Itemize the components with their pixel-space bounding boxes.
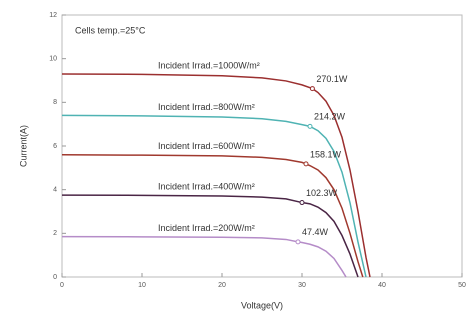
iv-curve — [61, 114, 367, 278]
y-tick-label: 12 — [49, 12, 57, 19]
y-tick-label: 8 — [53, 99, 57, 106]
x-axis-label: Voltage(V) — [241, 300, 283, 310]
y-tick-label: 10 — [49, 56, 57, 63]
mpp-marker — [307, 123, 313, 129]
x-tick-label: 50 — [458, 282, 466, 289]
series-label: Incident Irrad.=800W/m² — [158, 102, 255, 112]
x-tick-label: 10 — [138, 282, 146, 289]
power-label: 214.2W — [314, 112, 346, 122]
series-label: Incident Irrad.=1000W/m² — [158, 60, 260, 70]
y-tick-label: 2 — [53, 230, 57, 237]
iv-curve — [61, 194, 359, 278]
x-tick-label: 40 — [378, 282, 386, 289]
y-tick-label: 0 — [53, 274, 57, 281]
x-tick-label: 30 — [298, 282, 306, 289]
y-tick-label: 6 — [53, 143, 57, 150]
iv-curve — [61, 73, 371, 278]
power-label: 102.3W — [306, 188, 338, 198]
iv-curve — [61, 235, 347, 278]
y-axis-label: Current(A) — [18, 125, 28, 167]
series-label: Incident Irrad.=600W/m² — [158, 141, 255, 151]
x-tick-label: 20 — [218, 282, 226, 289]
mpp-marker — [299, 200, 305, 206]
mpp-marker — [303, 161, 309, 167]
mpp-marker — [309, 86, 315, 92]
iv-curve — [61, 153, 364, 278]
series-label: Incident Irrad.=400W/m² — [158, 182, 255, 192]
annotation: Cells temp.=25°C — [75, 25, 146, 35]
power-label: 270.1W — [316, 74, 348, 84]
power-label: 158.1W — [310, 149, 342, 159]
series-label: Incident Irrad.=200W/m² — [158, 223, 255, 233]
power-label: 47.4W — [302, 227, 329, 237]
x-tick-label: 0 — [60, 282, 64, 289]
y-tick-label: 4 — [53, 187, 57, 194]
mpp-marker — [295, 239, 301, 245]
